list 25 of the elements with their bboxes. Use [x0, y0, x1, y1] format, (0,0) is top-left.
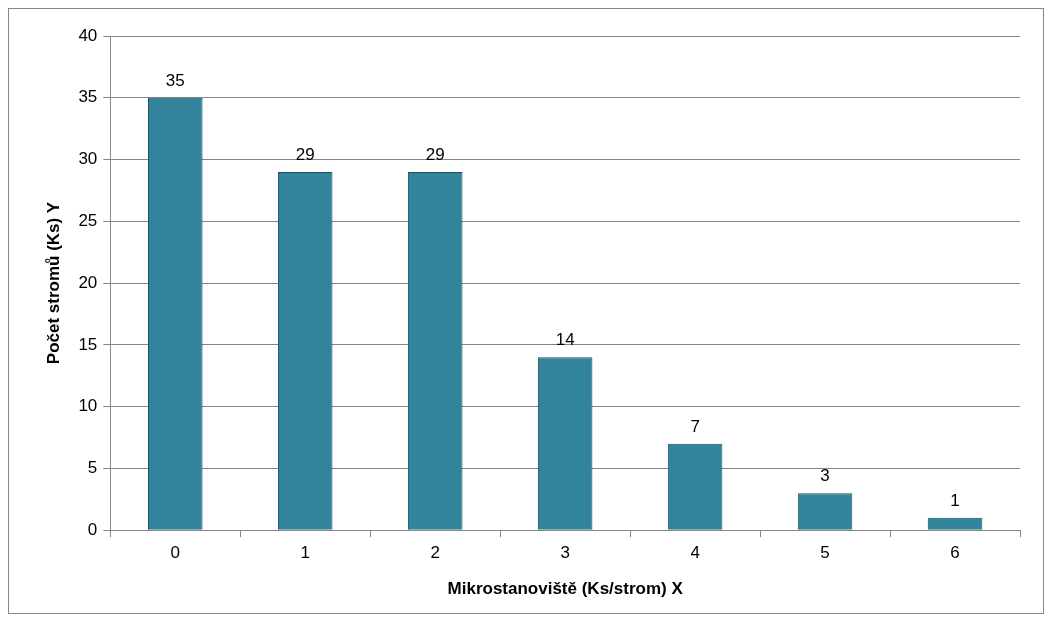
- y-tick-label: 0: [87, 519, 98, 539]
- x-axis-title: Mikrostanoviště (Ks/strom) X: [447, 579, 684, 599]
- x-tick-label: 6: [950, 543, 960, 563]
- y-tick-label: 20: [78, 272, 98, 292]
- y-tick-label: 25: [78, 211, 98, 231]
- x-tick-label: 0: [170, 543, 181, 563]
- y-tick-label: 10: [78, 396, 98, 416]
- data-label: 14: [555, 330, 575, 350]
- y-axis-title: Počet stromů (Ks) Y: [43, 201, 63, 365]
- data-label: 1: [950, 491, 960, 511]
- x-tick-label: 2: [430, 543, 440, 563]
- x-tick-label: 4: [690, 543, 700, 563]
- y-tick-label: 30: [78, 149, 98, 169]
- data-label: 7: [690, 416, 700, 436]
- y-tick-label: 40: [78, 25, 98, 45]
- data-label: 35: [165, 70, 185, 90]
- x-tick-label: 1: [300, 543, 310, 563]
- x-tick-label: 5: [820, 543, 830, 563]
- y-tick-label: 5: [87, 458, 98, 478]
- data-label: 3: [820, 466, 830, 486]
- x-tick-label: 3: [560, 543, 570, 563]
- data-label: 29: [425, 145, 445, 165]
- data-label: 29: [295, 145, 315, 165]
- y-tick-label: 35: [78, 87, 98, 107]
- y-tick-label: 15: [78, 334, 98, 354]
